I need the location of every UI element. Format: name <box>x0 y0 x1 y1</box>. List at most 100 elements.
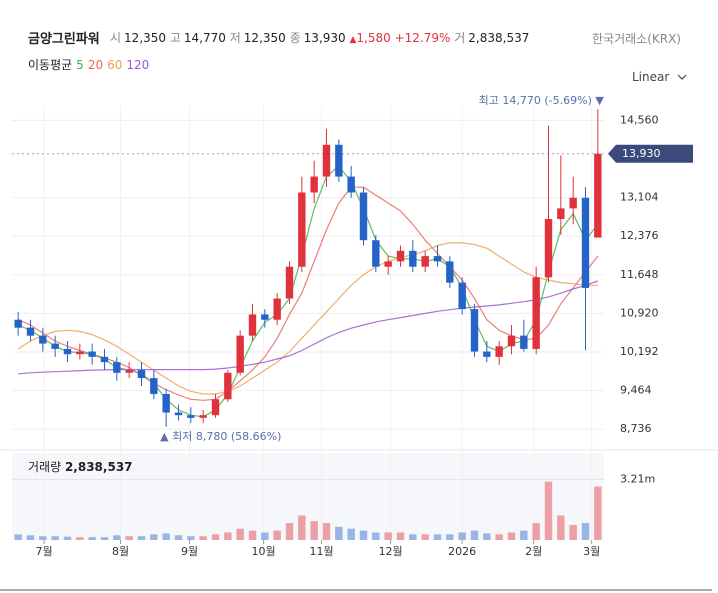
candle-body <box>39 335 47 344</box>
candle-body <box>532 277 540 349</box>
volume-bar <box>187 536 195 540</box>
volume-bar <box>100 537 109 540</box>
volume-bar <box>273 530 281 540</box>
candle-body <box>187 415 195 418</box>
volume-bar <box>507 532 516 540</box>
volume-value: 2,838,537 <box>64 460 133 474</box>
volume-bar <box>63 536 72 540</box>
candle-body <box>470 309 479 352</box>
volume-bar <box>162 533 170 540</box>
volume-bar <box>26 535 35 540</box>
ma-line <box>17 186 599 401</box>
candle-body <box>113 362 121 373</box>
candle-body <box>273 298 281 320</box>
candle-body <box>322 144 331 177</box>
candle-body <box>261 314 269 320</box>
volume-bar <box>76 537 84 540</box>
volume-bar <box>322 523 331 540</box>
volume-bar <box>372 532 380 540</box>
candle-body <box>236 335 244 373</box>
volume-bar <box>446 534 454 540</box>
x-tick-label: 7월 <box>36 545 53 558</box>
volume-bar <box>569 524 577 540</box>
volume-tick-label: 3.21m <box>620 473 655 486</box>
candle-body <box>224 372 232 400</box>
value: 13,930 <box>303 31 346 45</box>
volume-bar <box>544 481 553 540</box>
ohlc-row: 시 12,350 고 14,770 저 12,350 종 13,930 ▲1,580 +… <box>110 29 529 46</box>
current-price-badge <box>608 144 693 163</box>
label: 종 <box>289 31 301 45</box>
candle-body <box>421 256 429 267</box>
value: 14,770 <box>183 31 226 45</box>
candle-body <box>285 266 294 299</box>
volume-bar <box>150 534 158 540</box>
candle-body <box>174 412 183 416</box>
candle-body <box>483 351 491 357</box>
current-price-label: 13,930 <box>622 147 661 160</box>
label: 고 <box>169 31 181 45</box>
candle-body <box>520 335 528 349</box>
volume-pane <box>12 453 604 540</box>
volume-bar <box>174 535 183 540</box>
y-tick-label: 13,104 <box>620 191 659 204</box>
volume-bar <box>137 536 146 540</box>
candle-body <box>347 176 355 193</box>
candle-body <box>335 144 343 177</box>
y-tick-label: 10,920 <box>620 306 659 319</box>
x-tick-label: 10월 <box>252 545 276 558</box>
volume-bar <box>495 534 503 540</box>
volume-bar <box>532 523 540 540</box>
volume-bar <box>581 523 590 540</box>
x-tick-label: 11월 <box>310 545 334 558</box>
candle-body <box>359 192 368 241</box>
y-tick-label: 14,560 <box>620 113 659 126</box>
candle-body <box>298 192 306 267</box>
candle-body <box>495 346 503 357</box>
candle-body <box>137 370 146 379</box>
legend-item: 120 <box>126 58 150 72</box>
candle-body <box>372 240 380 267</box>
volume-bar <box>199 536 207 540</box>
volume-bar <box>298 515 306 540</box>
candle-body <box>211 399 220 416</box>
volume-bar <box>433 534 442 540</box>
volume-bar <box>594 486 602 540</box>
volume-bar <box>51 536 59 540</box>
volume-bar <box>520 530 528 540</box>
label: 거 <box>454 31 466 45</box>
ma-line <box>17 165 599 418</box>
candle-body <box>162 393 170 413</box>
exchange: 한국거래소(KRX) <box>592 32 681 46</box>
volume-bar <box>409 534 417 540</box>
legend-item: 60 <box>107 58 123 72</box>
volume-bar <box>310 521 318 540</box>
volume-header: 거래량 2,838,537 <box>28 458 133 475</box>
candle-body <box>310 176 318 193</box>
volume-bar <box>396 532 405 540</box>
value: 12,350 <box>124 31 167 45</box>
value: 2,838,537 <box>468 31 530 45</box>
label: 시 <box>110 31 122 45</box>
scale-mode-label: Linear <box>632 70 670 84</box>
value: 12,350 <box>243 31 286 45</box>
candle-body <box>63 348 72 355</box>
y-tick-label: 12,376 <box>620 229 659 242</box>
volume-bar <box>211 534 220 540</box>
candle-body <box>557 208 565 219</box>
volume-title: 거래량 <box>28 460 62 474</box>
candle-body <box>51 343 59 349</box>
x-tick-label: 9월 <box>181 545 198 558</box>
volume-bar <box>236 528 244 540</box>
low-annotation: ▲ 최저 8,780 (58.66%) <box>160 430 281 443</box>
y-tick-label: 11,648 <box>620 268 659 281</box>
volume-bar <box>470 530 479 540</box>
volume-bar <box>285 523 294 540</box>
scale-mode[interactable]: Linear <box>632 70 687 84</box>
legend-item: 20 <box>87 58 104 72</box>
volume-bar <box>88 537 96 540</box>
candle-body <box>433 256 442 262</box>
volume-bar <box>113 535 121 540</box>
